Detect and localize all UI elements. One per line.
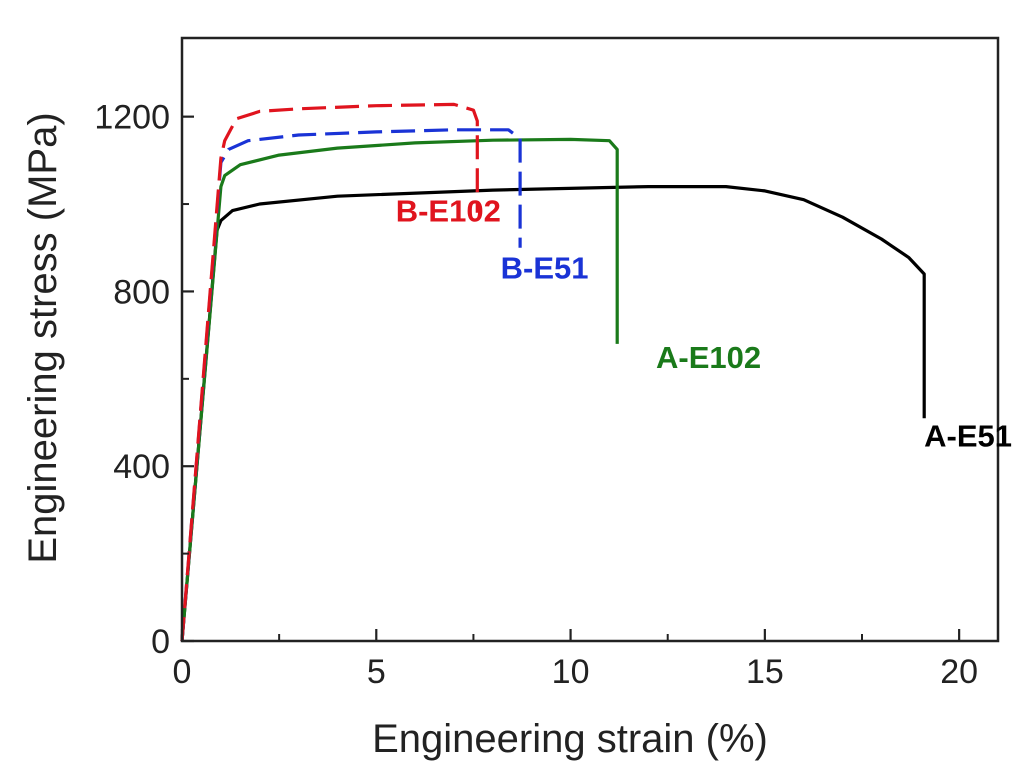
x-tick-label: 20	[940, 653, 978, 691]
series-line-a-e102	[180, 137, 619, 642]
x-tick-label: 5	[367, 653, 386, 691]
axis-ticks: 0 5 10 15 20 0 400 800 1200	[94, 99, 978, 691]
curve-label-a-e102: A-E102	[656, 340, 761, 375]
x-tick-label: 10	[552, 653, 590, 691]
series-line-a-e51	[180, 185, 926, 642]
curve-label-a-e51: A-E51	[924, 419, 1012, 454]
x-tick-label: 15	[746, 653, 784, 691]
plot-frame	[180, 36, 1000, 643]
series-line-b-e102	[180, 102, 479, 642]
axes-box	[180, 36, 1000, 643]
curve-label-b-e51: B-E51	[501, 250, 589, 285]
y-axis-label: Engineering stress (MPa)	[21, 112, 65, 563]
x-axis-label: Engineering strain (%)	[372, 717, 768, 761]
series-line-b-e51	[180, 128, 522, 642]
y-tick-label: 1200	[94, 99, 170, 137]
y-tick-label: 0	[151, 623, 170, 661]
y-tick-label: 800	[113, 273, 170, 311]
x-tick-label: 0	[173, 653, 192, 691]
y-tick-label: 400	[113, 448, 170, 486]
series-layer	[180, 102, 926, 642]
curve-label-b-e102: B-E102	[396, 194, 501, 229]
